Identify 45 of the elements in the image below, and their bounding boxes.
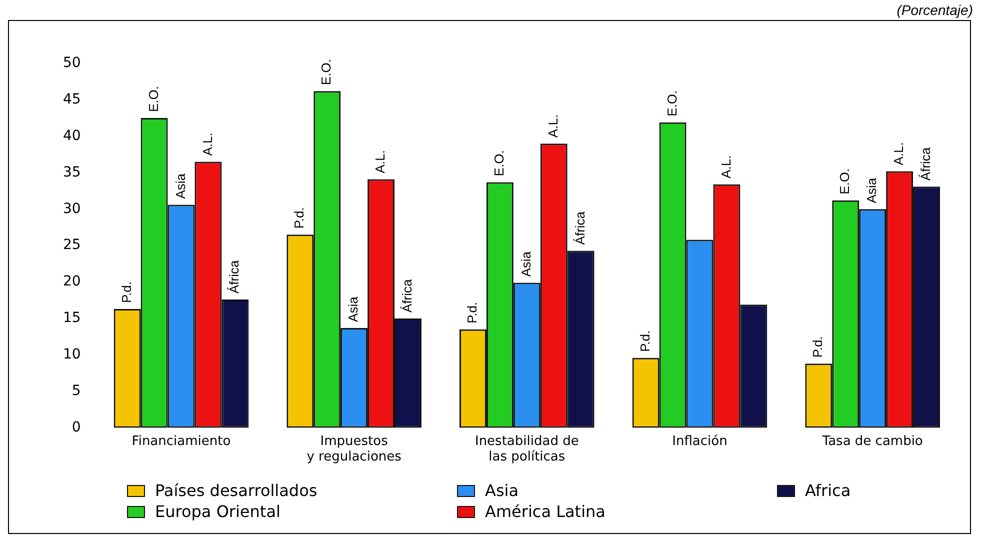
data-label: África bbox=[400, 278, 415, 312]
x-tick-label: Inestabilidad de las políticas bbox=[474, 434, 579, 465]
data-label: E.O. bbox=[318, 59, 334, 86]
data-label: A.L. bbox=[718, 155, 734, 178]
data-label: E.O. bbox=[664, 90, 680, 116]
data-label: Asia bbox=[864, 177, 880, 204]
legend-label: Africa bbox=[805, 481, 851, 500]
legend-label: Países desarrollados bbox=[155, 481, 318, 500]
y-tick-label: 15 bbox=[62, 310, 81, 326]
data-label: P.d. bbox=[464, 302, 480, 324]
y-tick-label: 0 bbox=[72, 419, 81, 436]
data-label: E.O. bbox=[492, 150, 507, 176]
y-tick-label: 5 bbox=[72, 383, 81, 399]
x-tick-label: Tasa de cambio bbox=[821, 434, 923, 449]
x-tick-label: Financiamiento bbox=[132, 434, 231, 449]
legend-label: Europa Oriental bbox=[155, 502, 280, 521]
data-label: A.L. bbox=[200, 132, 215, 156]
data-label: África bbox=[226, 260, 242, 294]
legend-label: Asia bbox=[485, 481, 519, 500]
data-label: P.d. bbox=[637, 330, 652, 352]
data-label: África bbox=[918, 146, 934, 181]
y-tick-label: 50 bbox=[62, 55, 81, 72]
data-label: P.d. bbox=[810, 336, 826, 358]
y-tick-label: 20 bbox=[62, 274, 81, 290]
data-label: P.d. bbox=[118, 282, 134, 304]
legend-label: América Latina bbox=[485, 502, 606, 521]
data-label: E.O. bbox=[146, 86, 161, 112]
y-tick-label: 40 bbox=[62, 128, 81, 144]
data-label: Asia bbox=[172, 172, 188, 199]
y-tick-label: 45 bbox=[62, 91, 81, 108]
data-label: A.L. bbox=[372, 150, 388, 174]
data-label: A.L. bbox=[891, 142, 906, 166]
y-tick-label: 30 bbox=[62, 200, 81, 217]
data-label: Asia bbox=[346, 296, 361, 322]
text: (Porcentaje) bbox=[896, 2, 973, 18]
data-label: Asia bbox=[518, 250, 534, 277]
y-tick-label: 35 bbox=[62, 164, 81, 180]
y-tick-label: 25 bbox=[62, 237, 81, 254]
x-tick-label: Impuestos y regulaciones bbox=[306, 434, 402, 465]
data-label: A.L. bbox=[545, 114, 560, 138]
data-label: P.d. bbox=[292, 207, 307, 229]
y-tick-label: 10 bbox=[62, 346, 81, 363]
data-label: E.O. bbox=[837, 168, 852, 194]
x-tick-label: Inflación bbox=[672, 434, 728, 449]
data-label: África bbox=[572, 210, 588, 245]
